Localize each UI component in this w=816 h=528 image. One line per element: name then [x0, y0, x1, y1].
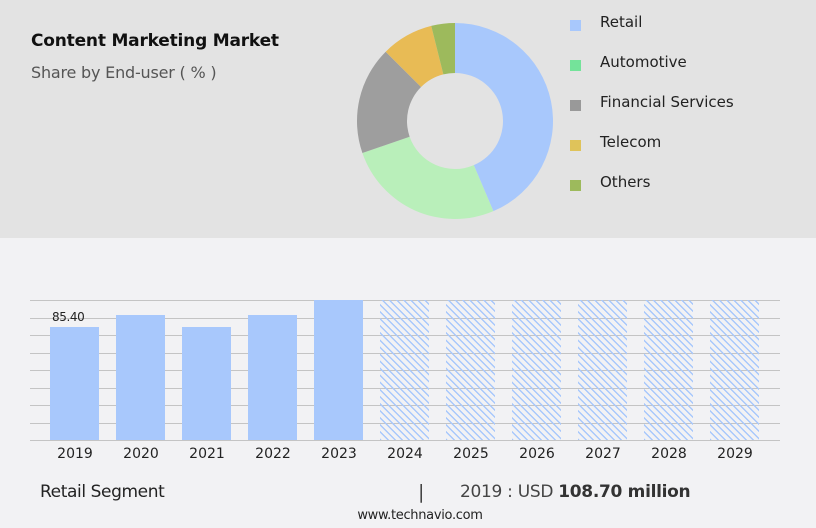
legend-item: Automotive	[570, 52, 770, 72]
segment-value-amount: 108.70 million	[558, 482, 691, 502]
x-axis-label: 2023	[321, 446, 357, 462]
x-axis-label: 2020	[123, 446, 159, 462]
donut-slice-others	[431, 23, 455, 75]
legend-swatch-icon	[570, 140, 581, 151]
bar-2019	[50, 327, 99, 440]
legend-item: Retail	[570, 12, 770, 32]
source-url: www.technavio.com	[357, 508, 483, 523]
x-axis-label: 2026	[519, 446, 555, 462]
legend-label: Financial Services	[600, 93, 734, 111]
legend-item: Others	[570, 172, 770, 192]
bar-2022	[248, 315, 297, 440]
x-axis-label: 2019	[57, 446, 93, 462]
legend-swatch-icon	[570, 20, 581, 31]
bar-chart: 85.40 2019 2020 2021 2022 2023 2024 2025 2026 202…	[0, 238, 816, 468]
x-axis-label: 2021	[189, 446, 225, 462]
legend-swatch-icon	[570, 180, 581, 191]
donut-slice-financial-services	[357, 51, 422, 154]
bar-2027	[578, 300, 627, 440]
donut-slice-automotive	[362, 136, 494, 219]
legend-swatch-icon	[570, 60, 581, 71]
legend-item: Financial Services	[570, 92, 770, 112]
gridline	[30, 440, 780, 441]
donut-slice-retail	[455, 23, 553, 212]
x-axis-label: 2025	[453, 446, 489, 462]
footer-separator: |	[418, 481, 425, 503]
legend-item: Telecom	[570, 132, 770, 152]
legend-label: Retail	[600, 13, 643, 31]
x-axis-label: 2027	[585, 446, 621, 462]
bar-2026	[512, 300, 561, 440]
bar-2028	[644, 300, 693, 440]
legend-label: Others	[600, 173, 651, 191]
legend-label: Automotive	[600, 53, 687, 71]
bar-2029	[710, 300, 759, 440]
x-axis-label: 2022	[255, 446, 291, 462]
bar-2021	[182, 327, 231, 440]
bar-2024	[380, 300, 429, 440]
legend-label: Telecom	[600, 133, 662, 151]
top-panel: Content Marketing Market Share by End-us…	[0, 0, 816, 238]
bar-value-label: 85.40	[52, 310, 85, 324]
bar-2023	[314, 300, 363, 440]
x-axis-label: 2024	[387, 446, 423, 462]
segment-value-prefix: 2019 : USD	[460, 482, 559, 502]
bar-2020	[116, 315, 165, 440]
bar-2025	[446, 300, 495, 440]
legend-swatch-icon	[570, 100, 581, 111]
chart-subtitle: Share by End-user ( % )	[31, 63, 217, 82]
chart-title: Content Marketing Market	[31, 31, 279, 51]
donut-slice-telecom	[385, 25, 444, 88]
segment-label: Retail Segment	[40, 482, 165, 502]
x-axis-label: 2028	[651, 446, 687, 462]
x-axis-label: 2029	[717, 446, 753, 462]
donut-chart	[357, 23, 553, 219]
segment-value: 2019 : USD 108.70 million	[460, 482, 691, 502]
